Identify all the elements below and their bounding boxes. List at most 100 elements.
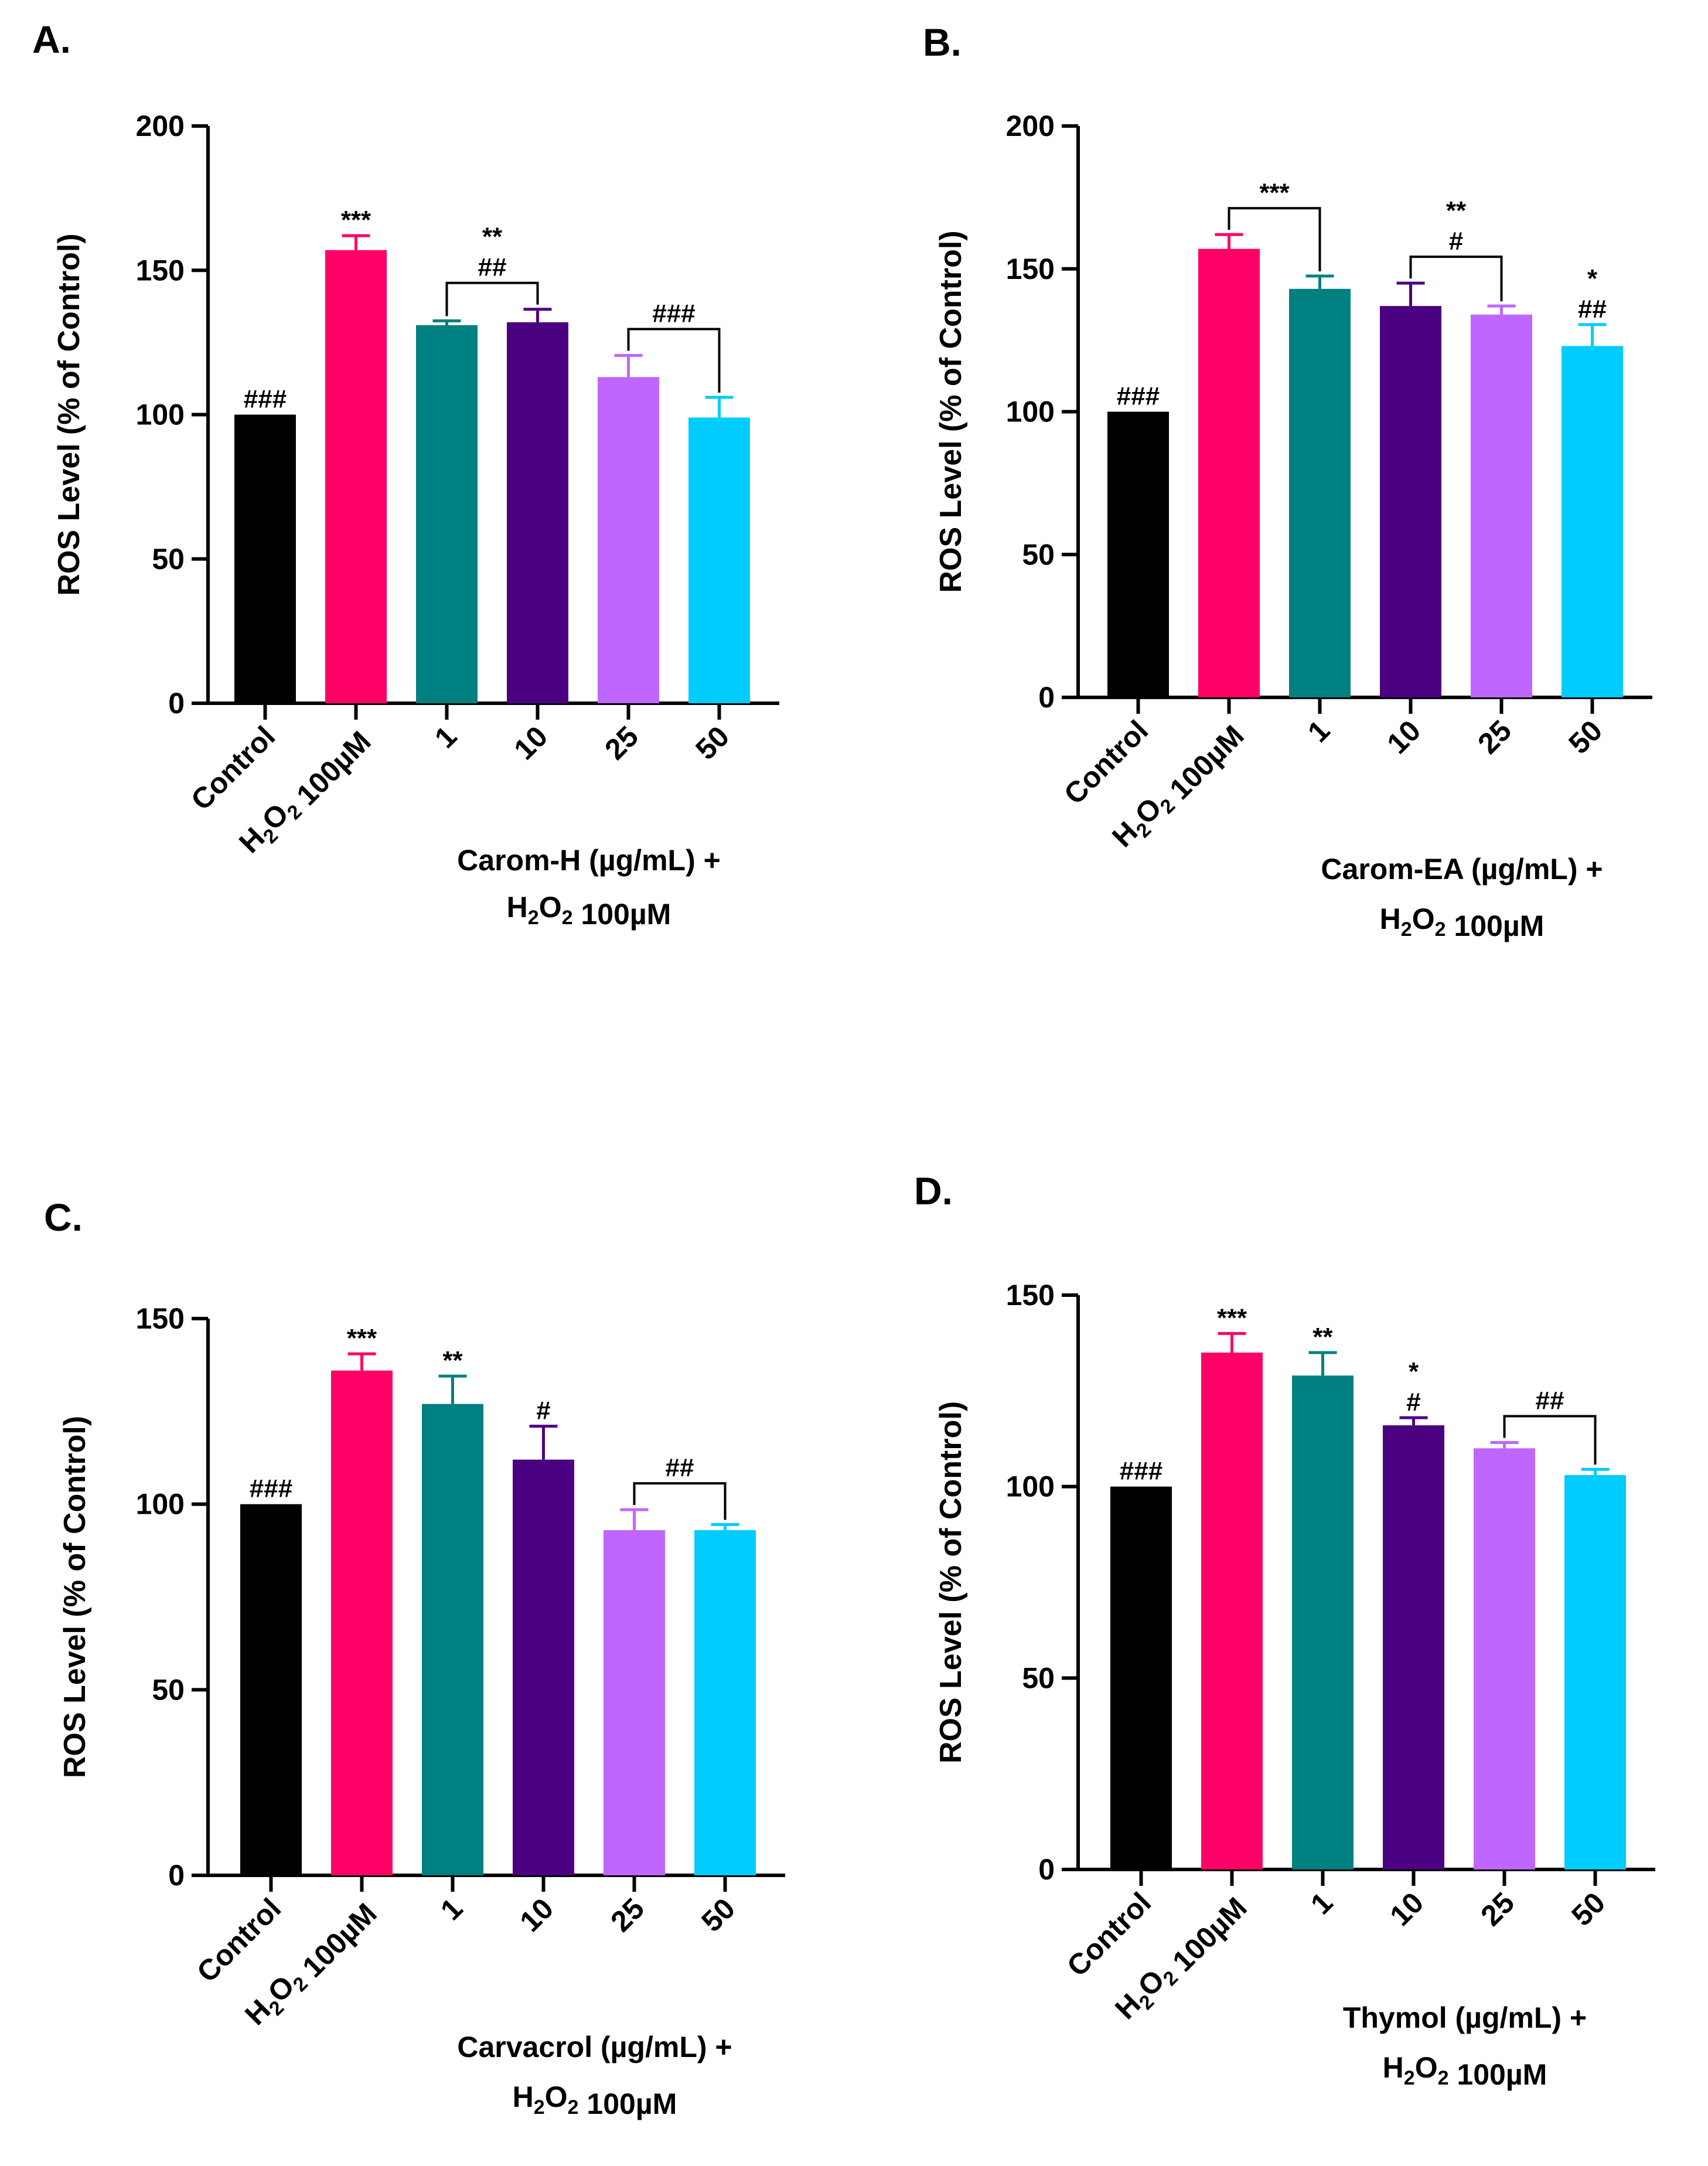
bar [325,250,387,703]
bar [1107,411,1169,697]
x-tick-label: 50 [1565,1886,1611,1932]
bar [1198,248,1260,697]
bar [1292,1375,1354,1869]
x-axis-label: H2O2 100µM [1380,902,1545,942]
bar [422,1404,483,1875]
bar [1383,1425,1444,1869]
significance-label: ## [1578,295,1607,323]
significance-label: ### [250,1474,292,1503]
x-tick-label: 50 [1562,714,1608,760]
bar [1474,1448,1535,1869]
significance-label: ## [478,253,507,282]
y-axis-label: ROS Level (% of Control) [58,1416,92,1778]
bar [240,1504,302,1875]
bar [513,1459,574,1875]
y-tick-label: 150 [1006,253,1055,285]
significance-label: # [1449,227,1463,256]
y-tick-label: 150 [1006,1279,1055,1312]
x-tick-label: 1 [1301,714,1336,748]
x-tick-label: 10 [507,720,554,766]
bar [604,1530,665,1875]
significance-bracket [1409,256,1503,302]
y-tick-label: 100 [1006,396,1055,428]
significance-label: *** [347,1324,377,1353]
x-tick-label: 1 [434,1892,469,1926]
significance-bracket [627,328,721,393]
bar [1564,1475,1626,1869]
y-axis-label: ROS Level (% of Control) [934,1401,968,1763]
y-tick-label: 150 [136,254,185,287]
significance-label: ## [1536,1387,1564,1415]
x-tick-label: 25 [1474,1886,1521,1932]
significance-label: ** [442,1346,463,1375]
significance-bracket [633,1482,727,1520]
bar [598,377,659,703]
bar [1380,306,1441,697]
significance-label: ** [1446,196,1467,225]
x-axis-label: H2O2 100µM [507,891,671,931]
y-tick-label: 0 [168,687,185,720]
bar [688,417,750,703]
bar [1562,346,1623,697]
x-tick-label: 1 [1304,1886,1339,1920]
y-tick-label: 50 [1022,538,1055,571]
significance-label: * [1409,1357,1419,1386]
bar [331,1370,393,1875]
bar [507,322,568,703]
y-tick-label: 50 [1022,1661,1055,1694]
significance-label: ** [1312,1323,1333,1351]
panel-label: C. [44,1196,83,1239]
x-axis-label: H2O2 100µM [513,2080,677,2120]
y-tick-label: 200 [1006,110,1055,142]
y-tick-label: 200 [136,110,185,142]
significance-bracket [1228,207,1321,271]
x-tick-label: 25 [1471,714,1518,760]
bar [234,414,296,703]
x-axis-label: H2O2 100µM [1383,2051,1547,2091]
significance-label: # [1406,1388,1420,1416]
panel-label: B. [923,21,962,64]
bar [1201,1353,1263,1869]
significance-label: *** [1259,178,1290,207]
y-tick-label: 50 [152,1673,185,1706]
y-tick-label: 100 [136,1488,185,1521]
bar [416,325,478,703]
x-tick-label: 10 [1380,714,1427,760]
significance-bracket [1503,1415,1597,1465]
x-axis-label: Carom-H (µg/mL) + [457,844,721,877]
significance-bracket [445,281,539,316]
x-axis-label: Thymol (µg/mL) + [1343,2001,1587,2034]
y-axis-label: ROS Level (% of Control) [934,230,968,592]
y-tick-label: 50 [152,543,185,575]
x-axis-label: Carom-EA (µg/mL) + [1321,853,1603,886]
significance-label: ### [1117,382,1160,411]
x-tick-label: 50 [689,720,735,766]
significance-label: ### [1120,1457,1162,1486]
x-tick-label: 10 [513,1892,560,1938]
significance-label: ** [482,223,503,251]
x-tick-label: 10 [1383,1886,1430,1932]
y-tick-label: 0 [1038,1853,1055,1886]
significance-label: ### [244,385,287,414]
significance-label: # [536,1397,550,1425]
y-tick-label: 0 [168,1859,185,1892]
y-axis-label: ROS Level (% of Control) [52,233,86,595]
y-tick-label: 150 [136,1302,185,1335]
panel-label: A. [32,18,71,61]
x-axis-label: Carvacrol (µg/mL) + [457,2031,732,2063]
y-tick-label: 100 [1006,1470,1055,1503]
significance-label: ## [666,1453,694,1482]
significance-label: ### [652,299,695,328]
significance-label: *** [1217,1303,1247,1332]
y-tick-label: 100 [136,399,185,431]
x-tick-label: 25 [598,720,645,766]
x-tick-label: 25 [604,1892,650,1938]
bar [1471,314,1532,697]
bar [694,1530,756,1875]
x-tick-label: 1 [428,720,463,754]
